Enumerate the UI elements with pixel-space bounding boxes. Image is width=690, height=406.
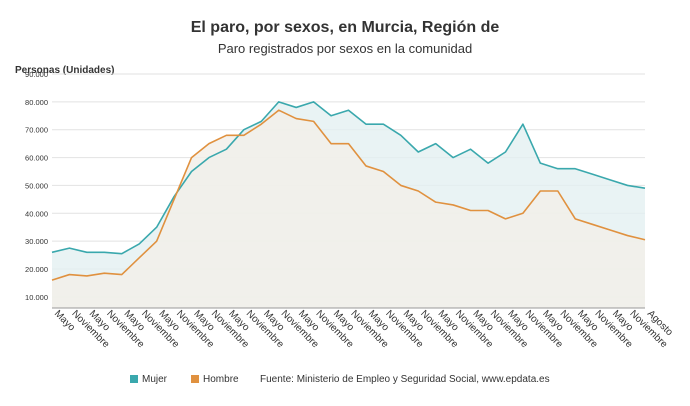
area (52, 110, 645, 308)
chart-subtitle: Paro registrados por sexos en la comunid… (218, 41, 472, 56)
legend-label: Hombre (203, 374, 239, 385)
legend: Mujer Hombre (130, 374, 239, 385)
y-tick-label: 30.000 (25, 237, 48, 246)
y-tick-label: 70.000 (25, 126, 48, 135)
chart-title: El paro, por sexos, en Murcia, Región de (191, 19, 500, 36)
plot: 10.000 20.000 30.000 40.000 50.000 60.000 70.0… (25, 70, 675, 351)
y-tick-label: 10.000 (25, 293, 48, 302)
y-tick-label: 20.000 (25, 265, 48, 274)
y-tick-label: 80.000 (25, 98, 48, 107)
y-tick-label: 50.000 (25, 181, 48, 190)
y-axis-label: Personas (Unidades) (15, 65, 114, 76)
legend-swatch (130, 375, 138, 383)
legend-label: Mujer (142, 374, 168, 385)
source: Fuente: Ministerio de Empleo y Seguridad… (260, 374, 550, 385)
line (51, 109, 646, 281)
legend-swatch (191, 375, 200, 383)
y-tick-label: 40.000 (25, 209, 48, 218)
y-tick-label: 60.000 (25, 154, 48, 163)
y-tick-label: 90.000 (25, 70, 48, 79)
line (51, 101, 646, 255)
